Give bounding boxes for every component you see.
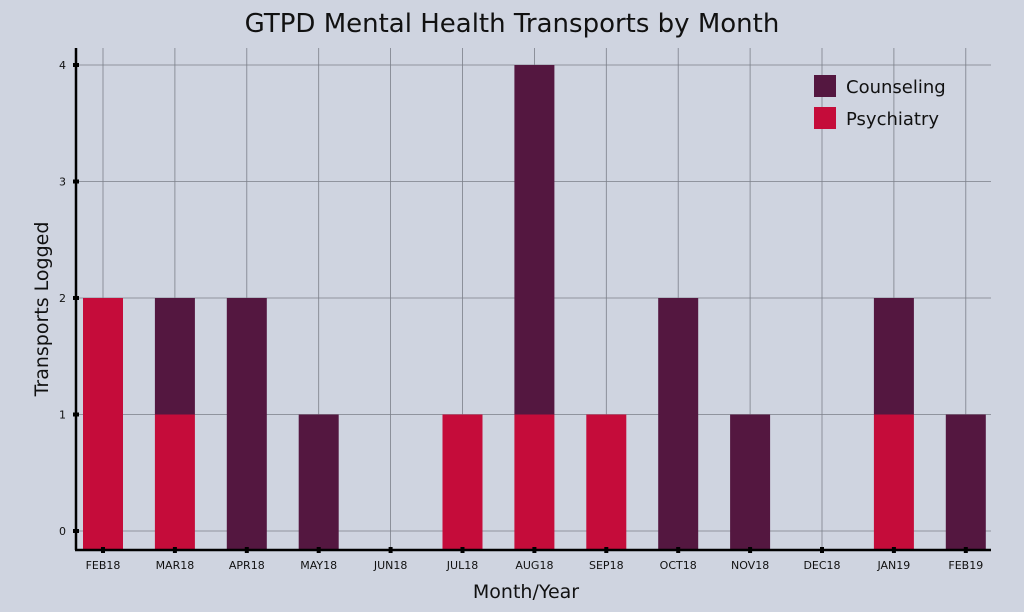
x-tick-mark [891, 547, 896, 553]
y-tick-mark [73, 529, 79, 533]
x-tick-label: FEB19 [948, 559, 983, 572]
x-tick-mark [101, 547, 105, 553]
x-tick-mark [172, 547, 177, 553]
x-tick-label: JAN19 [876, 559, 910, 572]
chart-title: GTPD Mental Health Transports by Month [245, 9, 780, 39]
bars [83, 65, 986, 550]
x-tick-mark [532, 547, 537, 553]
bar-psychiatry-feb18 [83, 298, 123, 550]
x-tick-label: NOV18 [731, 559, 769, 572]
bar-counseling-jan19 [873, 298, 914, 415]
bar-psychiatry-sep18 [586, 414, 627, 550]
y-tick-label: 0 [59, 525, 66, 538]
x-tick-label: SEP18 [589, 559, 624, 572]
x-tick-mark [388, 547, 393, 553]
x-tick-label: MAY18 [300, 559, 337, 572]
bar-counseling-feb19 [945, 414, 986, 550]
x-ticks: FEB18 MAR18 APR18 MAY18 JUN18 JUL18 AUG18 SEP18… [86, 547, 983, 572]
legend-label-psychiatry: Psychiatry [846, 109, 939, 130]
x-tick-label: FEB18 [86, 559, 121, 572]
bar-psychiatry-mar18 [154, 414, 195, 550]
legend-swatch-psychiatry [814, 107, 836, 129]
bar-counseling-oct18 [658, 298, 699, 550]
y-tick-label: 1 [59, 409, 66, 422]
y-tick-mark [73, 63, 79, 67]
y-ticks: 0 1 2 3 4 [59, 59, 79, 538]
bar-counseling-may18 [298, 414, 339, 550]
x-tick-label: APR18 [229, 559, 265, 572]
legend: Counseling Psychiatry [814, 75, 946, 130]
y-tick-mark [73, 296, 79, 300]
legend-swatch-counseling [814, 75, 836, 97]
x-tick-mark [963, 547, 968, 553]
x-tick-label: AUG18 [515, 559, 553, 572]
x-axis-label: Month/Year [473, 581, 579, 603]
x-tick-label: JUL18 [446, 559, 478, 572]
x-tick-mark [460, 547, 465, 553]
bar-counseling-aug18 [514, 65, 555, 415]
x-tick-mark [604, 547, 609, 553]
x-tick-label: OCT18 [660, 559, 697, 572]
bar-counseling-apr18 [226, 298, 267, 550]
bar-psychiatry-jan19 [873, 414, 914, 550]
bar-counseling-mar18 [154, 298, 195, 415]
y-tick-label: 2 [59, 292, 66, 305]
y-tick-label: 4 [59, 59, 66, 72]
x-tick-mark [316, 547, 321, 553]
bar-counseling-nov18 [730, 414, 771, 550]
x-tick-mark [676, 547, 681, 553]
y-tick-mark [73, 412, 79, 417]
x-tick-mark [820, 547, 824, 553]
x-tick-label: DEC18 [803, 559, 840, 572]
bar-psychiatry-aug18 [514, 414, 555, 550]
y-tick-label: 3 [59, 176, 66, 189]
x-tick-mark [748, 547, 753, 553]
bar-psychiatry-jul18 [442, 414, 483, 550]
y-tick-mark [73, 179, 79, 184]
legend-label-counseling: Counseling [846, 77, 946, 98]
x-tick-mark [244, 547, 249, 553]
x-tick-label: MAR18 [156, 559, 195, 572]
x-tick-label: JUN18 [373, 559, 408, 572]
y-axis-label: Transports Logged [31, 222, 53, 398]
